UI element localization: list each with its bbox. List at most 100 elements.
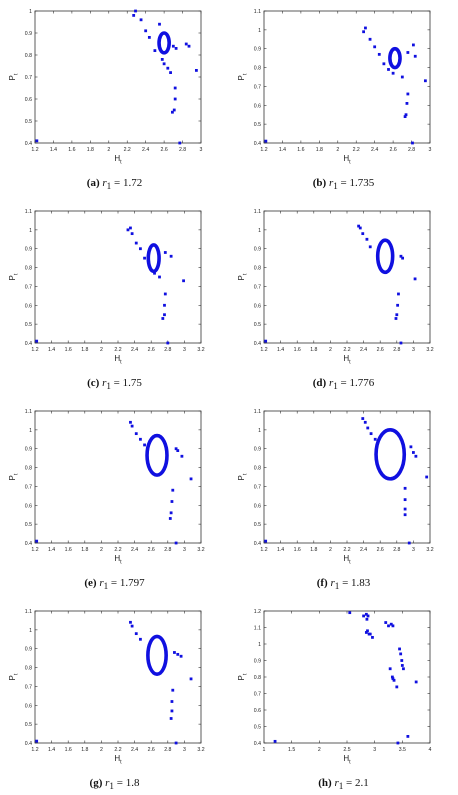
x-tick-label: 2.4 (360, 547, 367, 553)
x-tick-label: 3.2 (197, 547, 204, 553)
data-point (170, 709, 174, 713)
data-point (129, 226, 132, 230)
x-tick-label: 1.6 (68, 147, 75, 153)
y-tick-label: 0.9 (25, 447, 32, 453)
data-point (388, 667, 392, 671)
data-point (134, 9, 137, 13)
data-point (377, 52, 381, 56)
y-tick-label: 1 (258, 228, 261, 234)
x-tick-label: 2.6 (161, 147, 168, 153)
data-point (412, 451, 415, 454)
caption-equals: = (343, 777, 356, 789)
data-point (382, 62, 386, 66)
data-point (400, 659, 404, 662)
data-point (172, 108, 176, 112)
data-point (176, 652, 180, 656)
data-point (401, 256, 405, 260)
data-point (189, 677, 193, 681)
y-tick-label: 0.9 (254, 447, 261, 453)
data-point (130, 624, 134, 628)
plot-frame (34, 610, 202, 744)
y-tick-label: 0.4 (254, 341, 261, 347)
x-tick-label: 2.6 (148, 747, 155, 753)
caption-letter: (c) (87, 377, 100, 389)
x-tick-label: 1.6 (65, 547, 72, 553)
y-tick-label: 0.7 (25, 484, 32, 490)
data-point (170, 700, 174, 703)
x-tick-label: 1.8 (81, 747, 88, 753)
y-tick-label: 0.7 (25, 75, 32, 81)
x-tick-label: 2.8 (408, 147, 415, 153)
y-tick-label: 0.6 (254, 503, 261, 509)
data-point (35, 539, 39, 543)
data-point (367, 632, 371, 636)
data-point (139, 637, 142, 641)
data-point (366, 614, 370, 618)
y-tick-label: 0.9 (25, 31, 32, 37)
x-tick-label: 1.2 (31, 347, 38, 353)
data-point (158, 275, 161, 279)
data-point (366, 629, 369, 633)
x-tick-label: 1.8 (316, 147, 323, 153)
data-point (182, 279, 185, 283)
attractor-loop (375, 238, 395, 275)
data-point (406, 735, 410, 738)
data-point (173, 97, 177, 101)
y-tick-label: 1.1 (254, 209, 261, 215)
y-tick-label: 0.5 (254, 522, 261, 528)
caption-subscript: 1 (334, 581, 340, 592)
caption-value: 1.8 (125, 777, 140, 789)
data-point (163, 292, 167, 296)
panel-caption: (d) r1 = 1.776 (229, 377, 458, 391)
data-point (179, 654, 183, 658)
y-axis-label: Pt (237, 473, 249, 480)
y-tick-label: 0.8 (254, 466, 261, 472)
x-axis-label: Ht (114, 754, 122, 766)
data-point (364, 612, 368, 616)
caption-variable: r (334, 777, 339, 789)
data-point (348, 611, 352, 615)
caption-subscript: 1 (333, 181, 338, 192)
caption-letter: (a) (86, 177, 100, 189)
y-tick-label: 0.8 (254, 66, 261, 72)
y-tick-label: 1.1 (254, 409, 261, 415)
data-point (365, 617, 369, 621)
panel-caption: (f) r1 = 1.83 (229, 577, 458, 591)
data-point (403, 507, 407, 511)
data-point (35, 139, 39, 143)
x-axis-label: Ht (343, 754, 351, 766)
data-point (134, 632, 138, 636)
attractor-loop (145, 433, 169, 477)
x-tick-label: 2 (100, 547, 103, 553)
data-point (187, 44, 191, 48)
data-point (411, 141, 414, 145)
caption-letter: (f) (316, 577, 328, 589)
x-tick-label: 1.2 (260, 147, 267, 153)
data-point (171, 44, 175, 48)
y-tick-label: 0.4 (254, 741, 261, 747)
plot-frame (34, 410, 202, 544)
data-point (166, 66, 170, 70)
y-tick-label: 0.4 (25, 741, 32, 747)
data-point (139, 18, 143, 22)
x-tick-label: 1.6 (294, 347, 301, 353)
x-tick-label: 2.6 (148, 547, 155, 553)
y-tick-label: 0.9 (254, 247, 261, 253)
data-point (174, 741, 178, 745)
data-point (357, 224, 361, 228)
data-point (171, 110, 174, 114)
x-tick-label: 2.8 (164, 747, 171, 753)
x-tick-label: 3 (429, 147, 432, 153)
x-tick-label: 2.4 (131, 547, 138, 553)
data-point (413, 277, 417, 281)
y-tick-label: 0.7 (25, 284, 32, 290)
y-tick-label: 1.1 (25, 209, 32, 215)
y-tick-label: 0.5 (25, 722, 32, 728)
x-tick-label: 2.6 (377, 347, 384, 353)
data-point (174, 541, 178, 545)
y-tick-label: 0.6 (254, 303, 261, 309)
x-tick-label: 2 (100, 747, 103, 753)
data-point (160, 58, 164, 61)
x-tick-label: 3.2 (426, 547, 433, 553)
y-tick-label: 0.5 (254, 122, 261, 128)
